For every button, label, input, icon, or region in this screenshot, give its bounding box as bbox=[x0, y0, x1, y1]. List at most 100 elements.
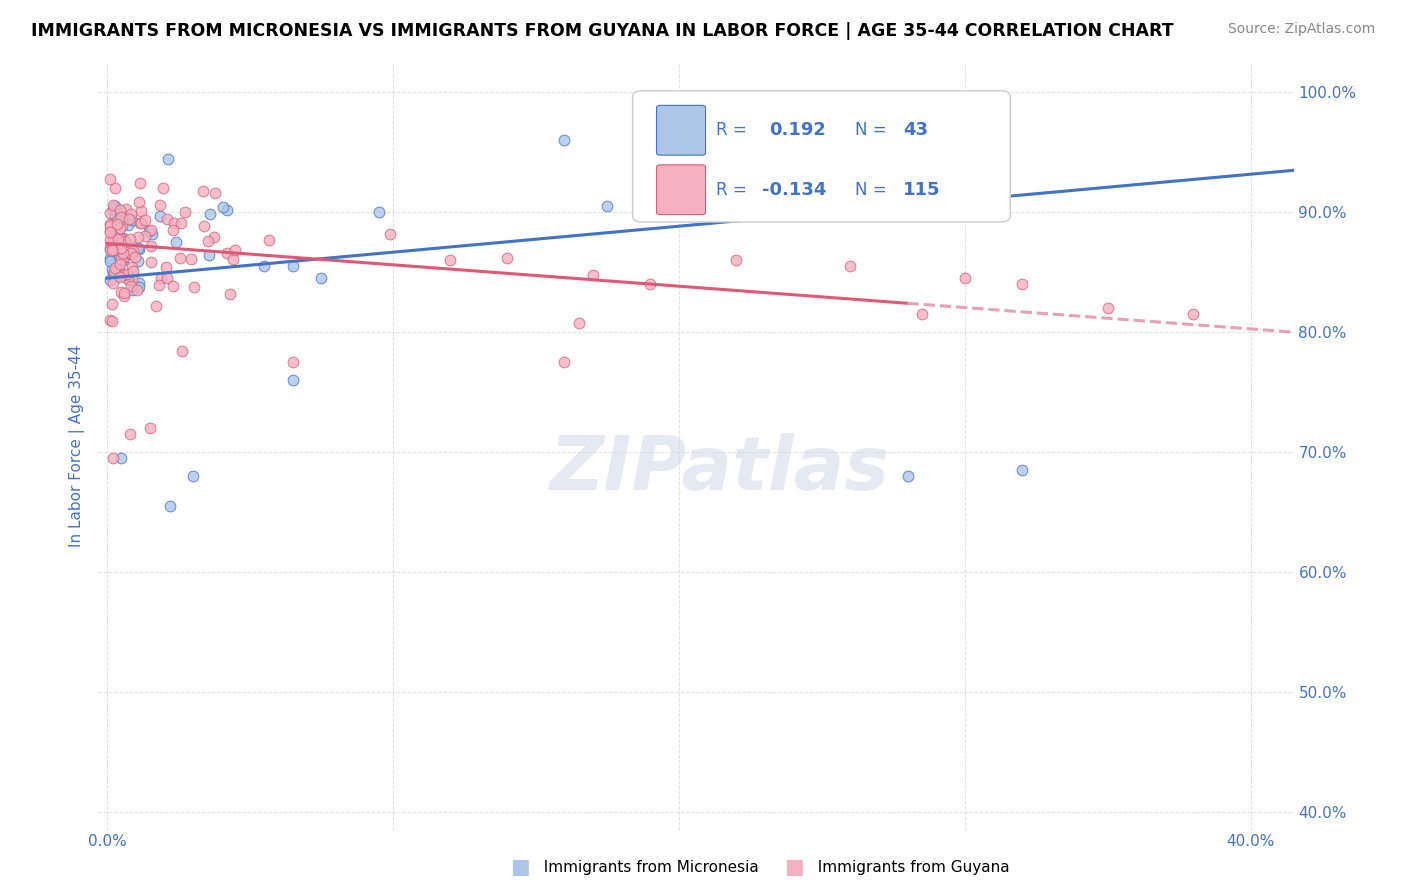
Point bbox=[128, 280, 150, 294]
Point bbox=[110, 252, 132, 267]
Point bbox=[152, 181, 174, 195]
Point bbox=[98, 172, 121, 186]
Point bbox=[112, 253, 135, 268]
Point bbox=[127, 283, 149, 297]
Point bbox=[108, 270, 131, 285]
Point bbox=[568, 316, 591, 330]
Point bbox=[129, 216, 152, 230]
Point bbox=[101, 261, 124, 276]
Point bbox=[217, 202, 239, 217]
Point bbox=[204, 186, 226, 201]
Text: Source: ZipAtlas.com: Source: ZipAtlas.com bbox=[1227, 22, 1375, 37]
Text: 0.192: 0.192 bbox=[769, 121, 825, 139]
Point bbox=[553, 355, 575, 369]
Point bbox=[170, 216, 193, 230]
Point bbox=[1011, 463, 1033, 477]
Point bbox=[257, 234, 280, 248]
Point bbox=[367, 205, 389, 219]
Point bbox=[111, 268, 134, 283]
Point bbox=[108, 257, 131, 271]
Point bbox=[98, 241, 121, 255]
Point bbox=[124, 250, 146, 264]
Point bbox=[134, 213, 156, 227]
Point bbox=[141, 239, 163, 253]
Point bbox=[839, 259, 862, 273]
Point bbox=[98, 217, 121, 231]
Point bbox=[1182, 307, 1205, 321]
Point bbox=[253, 259, 276, 273]
FancyBboxPatch shape bbox=[657, 105, 706, 155]
Point bbox=[115, 267, 138, 281]
FancyBboxPatch shape bbox=[657, 165, 706, 215]
Text: ■: ■ bbox=[510, 857, 530, 877]
Point bbox=[496, 251, 519, 265]
Point bbox=[200, 207, 222, 221]
Point bbox=[98, 233, 121, 247]
Point bbox=[169, 251, 191, 265]
Point bbox=[162, 278, 184, 293]
Point bbox=[157, 152, 180, 166]
Point bbox=[103, 232, 125, 246]
Point bbox=[108, 269, 131, 284]
Point bbox=[139, 421, 162, 435]
Text: R =: R = bbox=[716, 121, 747, 139]
Text: ZIPatlas: ZIPatlas bbox=[550, 433, 890, 506]
Text: ■: ■ bbox=[785, 857, 804, 877]
Point bbox=[1097, 301, 1119, 315]
Point bbox=[103, 202, 125, 217]
Point bbox=[98, 251, 121, 265]
Point bbox=[112, 289, 135, 303]
Point bbox=[103, 209, 125, 223]
Point bbox=[202, 230, 225, 244]
Point bbox=[281, 373, 304, 387]
Point bbox=[149, 270, 172, 285]
Point bbox=[98, 254, 121, 268]
Point bbox=[111, 232, 134, 246]
Point bbox=[110, 210, 132, 224]
Point bbox=[101, 314, 124, 328]
Point bbox=[120, 247, 142, 261]
Point bbox=[129, 203, 152, 218]
Point bbox=[108, 220, 131, 235]
Point bbox=[156, 271, 179, 285]
Text: IMMIGRANTS FROM MICRONESIA VS IMMIGRANTS FROM GUYANA IN LABOR FORCE | AGE 35-44 : IMMIGRANTS FROM MICRONESIA VS IMMIGRANTS… bbox=[31, 22, 1174, 40]
Point bbox=[127, 242, 149, 256]
Point bbox=[121, 271, 143, 285]
Point bbox=[378, 227, 401, 242]
Point bbox=[118, 212, 141, 227]
Point bbox=[115, 212, 138, 227]
Text: Immigrants from Guyana: Immigrants from Guyana bbox=[808, 860, 1010, 874]
Point bbox=[128, 194, 150, 209]
Point bbox=[117, 271, 139, 285]
Text: N =: N = bbox=[855, 121, 887, 139]
Point bbox=[127, 230, 149, 244]
Point bbox=[121, 212, 143, 227]
Point bbox=[104, 199, 127, 213]
Point bbox=[120, 279, 142, 293]
Point bbox=[101, 266, 124, 280]
Point bbox=[181, 469, 204, 483]
Point bbox=[110, 285, 132, 299]
Point bbox=[170, 343, 193, 358]
Point bbox=[111, 219, 134, 233]
Point bbox=[114, 202, 136, 217]
Point bbox=[180, 252, 202, 266]
Point bbox=[129, 216, 152, 230]
Point bbox=[115, 235, 138, 249]
Point bbox=[104, 209, 127, 223]
Point bbox=[911, 307, 934, 321]
Point bbox=[596, 199, 619, 213]
Point bbox=[112, 234, 135, 248]
Point bbox=[103, 243, 125, 257]
Point bbox=[191, 184, 214, 198]
Point bbox=[98, 225, 121, 239]
Text: 43: 43 bbox=[903, 121, 928, 139]
Point bbox=[103, 265, 125, 279]
Point bbox=[121, 260, 143, 274]
Point bbox=[98, 243, 121, 257]
Point bbox=[139, 255, 162, 269]
Point bbox=[224, 244, 246, 258]
Text: Immigrants from Micronesia: Immigrants from Micronesia bbox=[534, 860, 759, 874]
Point bbox=[112, 250, 135, 264]
Point bbox=[121, 207, 143, 221]
